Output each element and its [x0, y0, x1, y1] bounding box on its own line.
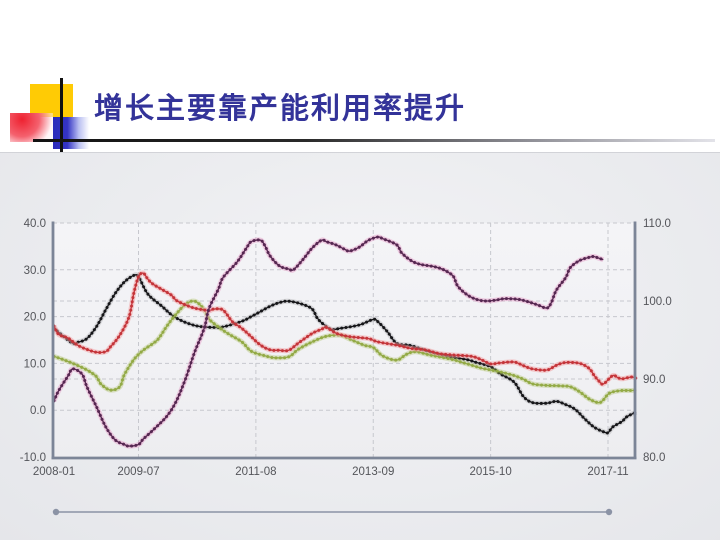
x-axis-tick-label: 2011-08: [235, 466, 276, 478]
scrollbar-handle-right[interactable]: [605, 508, 613, 516]
x-axis-tick-label: 2008-01: [33, 466, 75, 478]
right-axis-tick-label: 100.0: [643, 296, 672, 308]
left-axis-tick-label: 10.0: [24, 358, 46, 370]
gridlines: [53, 222, 635, 457]
left-axis-tick-label: -10.0: [20, 452, 46, 464]
title-underline: [33, 139, 715, 142]
left-axis-tick-label: 30.0: [24, 265, 46, 277]
left-axis-tick-label: 40.0: [24, 218, 46, 230]
scrollbar-handle-left[interactable]: [52, 508, 60, 516]
deco-yellow-square: [30, 84, 73, 117]
red-series-markers: [52, 271, 638, 386]
axis-labels: 40.0 30.0 20.0 10.0 0.0 -10.0 110.0 100.0 90.0 80…: [20, 218, 672, 478]
x-axis-tick-label: 2009-07: [117, 466, 159, 478]
axes: [51, 221, 637, 460]
slide-title: 增长主要靠产能利用率提升: [94, 93, 467, 125]
right-axis-tick-label: 80.0: [643, 452, 665, 464]
left-axis-tick-label: 20.0: [24, 312, 46, 324]
left-axis-tick-label: 0.0: [30, 405, 46, 417]
x-axis-tick-label: 2017-11: [587, 466, 628, 478]
right-axis-tick-label: 90.0: [643, 374, 665, 386]
series-group: [51, 234, 638, 449]
plot-area: [53, 223, 635, 457]
timeline-scrollbar[interactable]: [52, 508, 613, 516]
deco-blue-square: [53, 117, 89, 149]
deco-red-square: [10, 113, 53, 142]
x-axis-tick-label: 2013-09: [352, 466, 394, 478]
red-series: [51, 270, 638, 387]
deco-vertical-line: [60, 78, 63, 152]
right-axis-tick-label: 110.0: [643, 218, 671, 230]
x-axis-tick-label: 2015-10: [470, 466, 512, 478]
purple-series: [51, 234, 605, 449]
purple-series-markers: [52, 235, 605, 448]
